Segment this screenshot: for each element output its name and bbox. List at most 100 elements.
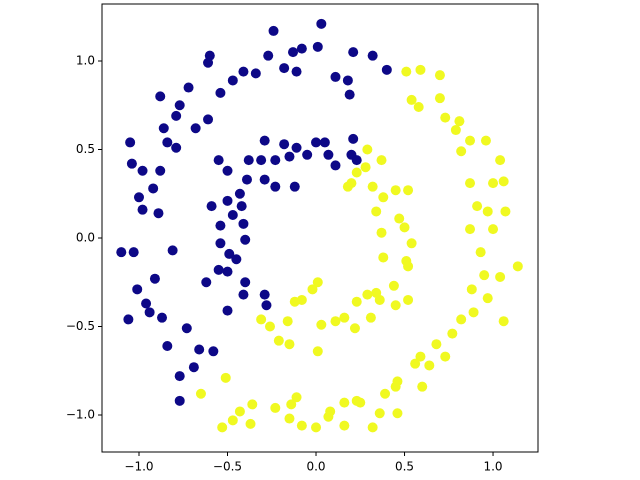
point <box>194 344 205 355</box>
point <box>440 351 451 362</box>
point <box>238 66 249 77</box>
point <box>500 206 511 217</box>
point <box>288 47 299 58</box>
point <box>270 181 281 192</box>
point <box>158 123 169 134</box>
point <box>348 47 359 58</box>
point <box>434 93 445 104</box>
point <box>311 422 322 433</box>
point <box>456 314 467 325</box>
point <box>224 248 235 259</box>
point <box>367 50 378 61</box>
point <box>330 71 341 82</box>
point <box>250 68 261 79</box>
point <box>488 178 499 189</box>
point <box>238 218 249 229</box>
point <box>342 75 353 86</box>
point <box>247 399 258 410</box>
point <box>339 397 350 408</box>
point <box>259 289 270 300</box>
point <box>367 422 378 433</box>
point <box>155 91 166 102</box>
point <box>167 245 178 256</box>
point <box>195 388 206 399</box>
point <box>171 110 182 121</box>
y-tick-label: −1.0 <box>66 408 95 422</box>
point <box>245 418 256 429</box>
point <box>259 135 270 146</box>
point <box>149 273 160 284</box>
point <box>155 165 166 176</box>
point <box>125 137 136 148</box>
point <box>302 149 313 160</box>
point <box>472 201 483 212</box>
point <box>323 411 334 422</box>
point <box>222 165 233 176</box>
y-tick-label: 0.0 <box>76 231 95 245</box>
x-tick-label: 0.0 <box>306 460 325 474</box>
point <box>181 323 192 334</box>
points <box>116 18 523 433</box>
point <box>153 208 164 219</box>
point <box>203 114 214 125</box>
point <box>456 146 467 157</box>
point <box>241 174 252 185</box>
point <box>213 155 224 166</box>
point <box>316 319 327 330</box>
point <box>479 270 490 281</box>
x-tick-label: 0.5 <box>395 460 414 474</box>
point <box>188 362 199 373</box>
point <box>392 408 403 419</box>
point <box>351 395 362 406</box>
point <box>183 82 194 93</box>
point <box>291 66 302 77</box>
point <box>203 57 214 68</box>
point <box>220 372 231 383</box>
point <box>376 227 387 238</box>
y-tick-label: 1.0 <box>76 53 95 67</box>
point <box>234 406 245 417</box>
point <box>141 298 152 309</box>
point <box>215 238 226 249</box>
point <box>376 155 387 166</box>
point <box>362 289 373 300</box>
point <box>284 413 295 424</box>
point <box>162 137 173 148</box>
point <box>362 144 373 155</box>
point <box>512 261 523 272</box>
point <box>312 41 323 52</box>
point <box>482 293 493 304</box>
point <box>289 296 300 307</box>
point <box>371 206 382 217</box>
point <box>403 185 414 196</box>
point <box>171 142 182 153</box>
point <box>351 167 362 178</box>
point <box>431 339 442 350</box>
point <box>227 75 238 86</box>
point <box>126 158 137 169</box>
point <box>323 149 334 160</box>
point <box>162 340 173 351</box>
point <box>215 220 226 231</box>
point <box>286 399 297 410</box>
point <box>410 358 421 369</box>
point <box>465 224 476 235</box>
point <box>374 408 385 419</box>
point <box>268 25 279 36</box>
point <box>259 174 270 185</box>
point <box>399 222 410 233</box>
point <box>480 135 491 146</box>
point <box>291 392 302 403</box>
point <box>174 371 185 382</box>
point <box>227 415 238 426</box>
point <box>236 201 247 212</box>
point <box>468 307 479 318</box>
point <box>344 89 355 100</box>
point <box>296 43 307 54</box>
point <box>415 351 426 362</box>
point <box>371 287 382 298</box>
point <box>342 181 353 192</box>
point <box>316 18 327 29</box>
point <box>123 314 134 325</box>
